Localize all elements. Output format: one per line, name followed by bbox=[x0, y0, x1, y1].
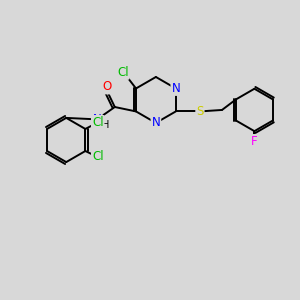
Text: F: F bbox=[251, 135, 258, 148]
Text: O: O bbox=[102, 80, 111, 94]
Text: N: N bbox=[93, 113, 101, 126]
Text: N: N bbox=[152, 116, 160, 129]
Text: S: S bbox=[196, 105, 204, 118]
Text: H: H bbox=[102, 120, 109, 130]
Text: Cl: Cl bbox=[92, 116, 103, 129]
Text: Cl: Cl bbox=[92, 150, 103, 164]
Text: N: N bbox=[171, 82, 180, 95]
Text: Cl: Cl bbox=[117, 66, 129, 79]
